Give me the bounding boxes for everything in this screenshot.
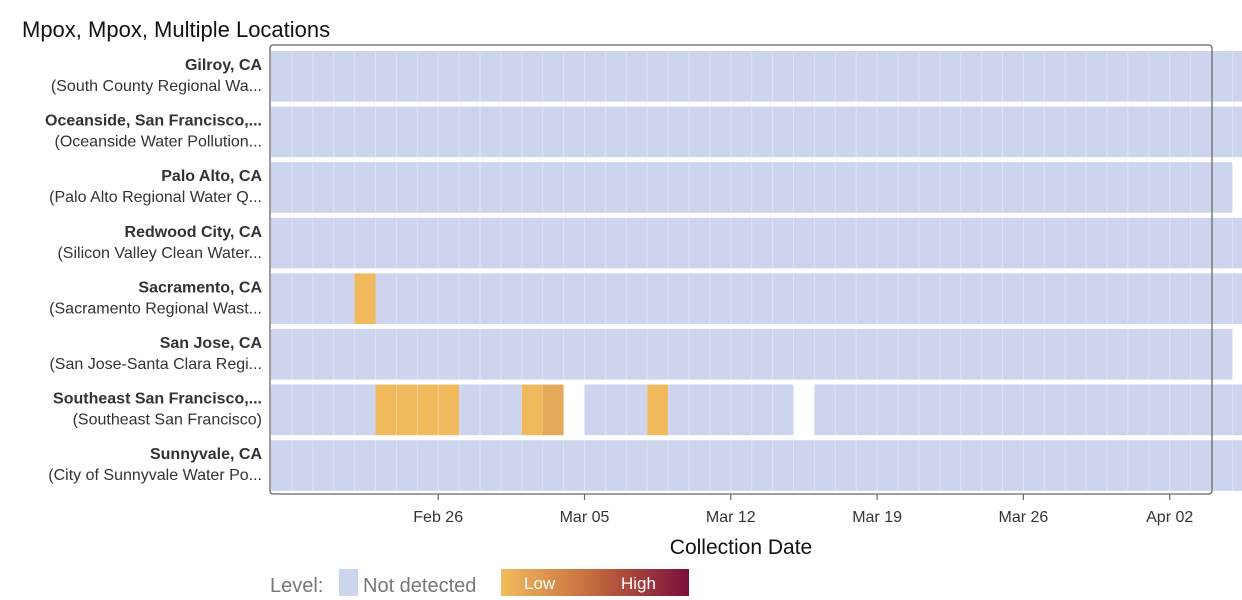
row-label-subtitle: (Palo Alto Regional Water Q... [49, 189, 262, 206]
x-axis: Feb 26 Mar 05 Mar 12 Mar 19 Mar 26 Apr 02 [413, 494, 1193, 526]
heatmap-segment-not-detected [271, 329, 1233, 380]
heatmap-segment-low [354, 273, 376, 324]
heatmap-segment-not-detected [271, 384, 376, 436]
row-label-name: Southeast San Francisco,... [53, 391, 262, 408]
row-label-subtitle: (Sacramento Regional Wast... [49, 300, 262, 317]
legend: Level: Not detected Low High [270, 569, 689, 597]
heatmap-row [271, 329, 1233, 380]
heatmap-segment-not-detected [271, 440, 1242, 491]
heatmap-segment-not-detected [584, 384, 648, 436]
row-label-name: San Jose, CA [160, 335, 263, 352]
row-label-subtitle: (Southeast San Francisco) [73, 412, 262, 429]
heatmap-segment-not-detected [271, 273, 355, 324]
row-label-name: Gilroy, CA [185, 57, 262, 74]
legend-swatch-not-detected [339, 569, 358, 596]
rows-layer [271, 51, 1242, 491]
row-label-subtitle: (San Jose-Santa Clara Regi... [49, 356, 262, 373]
x-tick-label: Apr 02 [1146, 509, 1193, 526]
heatmap-row [271, 106, 1242, 158]
row-labels: Gilroy, CA (South County Regional Wa... Oc… [45, 57, 262, 484]
heatmap-segment-low-plus [542, 384, 564, 436]
heatmap-segment-not-detected [814, 384, 1242, 436]
heatmap-row [271, 51, 1242, 102]
x-tick-label: Feb 26 [413, 509, 463, 526]
row-label-name: Sacramento, CA [138, 279, 262, 296]
row-label-subtitle: (Oceanside Water Pollution... [55, 134, 263, 151]
legend-title: Level: [270, 575, 323, 597]
row-label-name: Sunnyvale, CA [150, 446, 262, 463]
row-label-name: Palo Alto, CA [161, 168, 262, 185]
x-tick-label: Mar 26 [999, 509, 1049, 526]
x-tick-label: Mar 19 [852, 509, 902, 526]
legend-label-not-detected: Not detected [363, 575, 476, 597]
row-label-name: Redwood City, CA [125, 224, 263, 241]
row-label-subtitle: (South County Regional Wa... [51, 78, 262, 95]
heatmap-segment-not-detected [271, 162, 1233, 213]
chart-title: Mpox, Mpox, Multiple Locations [22, 17, 330, 42]
heatmap-segment-low [375, 384, 460, 436]
heatmap-row [271, 384, 1242, 436]
legend-gradient-bar [501, 569, 689, 596]
heatmap-segment-not-detected [668, 384, 794, 436]
heatmap-segment-not-detected [375, 273, 1242, 324]
heatmap-segment-not-detected [459, 384, 522, 436]
heatmap-row [271, 440, 1242, 491]
x-tick-label: Mar 05 [560, 509, 610, 526]
heatmap-segment-low [521, 384, 543, 436]
heatmap-row [271, 273, 1242, 324]
heatmap-segment-low [647, 384, 669, 436]
heatmap-row [271, 217, 1242, 269]
heatmap-segment-not-detected [271, 106, 1242, 158]
x-tick-label: Mar 12 [706, 509, 756, 526]
row-label-subtitle: (Silicon Valley Clean Water... [57, 245, 262, 262]
heatmap-segment-not-detected [271, 217, 1242, 269]
heatmap-segment-not-detected [271, 51, 1242, 102]
legend-label-low: Low [524, 574, 556, 593]
heatmap-row [271, 162, 1233, 213]
plot-frame [269, 44, 1213, 495]
row-label-subtitle: (City of Sunnyvale Water Po... [48, 467, 262, 484]
x-axis-title: Collection Date [670, 536, 812, 559]
row-label-name: Oceanside, San Francisco,... [45, 113, 262, 130]
legend-label-high: High [621, 574, 656, 593]
